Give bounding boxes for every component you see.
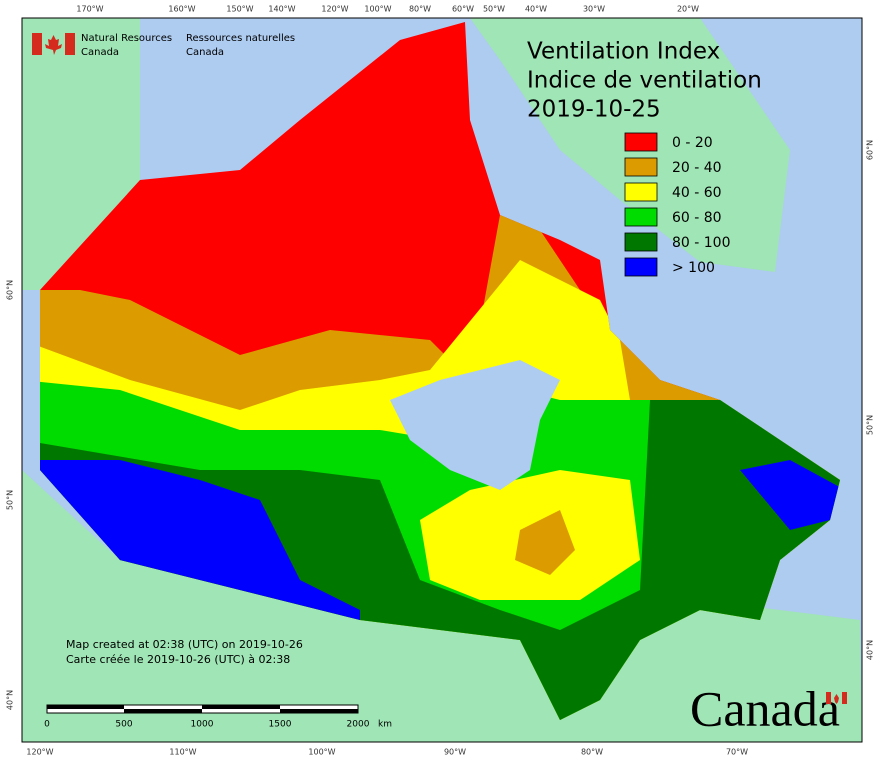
flag-bar	[32, 33, 42, 55]
title: 2019-10-25	[527, 97, 661, 123]
graticule-label: 80°W	[409, 5, 431, 14]
graticule-label: 100°W	[308, 748, 335, 757]
graticule-label: 40°N	[866, 640, 875, 660]
graticule-label: 160°W	[168, 5, 195, 14]
scale-bar-segment	[124, 709, 202, 713]
united-states	[22, 470, 862, 742]
legend-swatch	[624, 182, 658, 202]
zone-20-40-quebec	[515, 510, 575, 575]
graticule-label: 40°N	[6, 690, 15, 710]
graticule-label: 70°W	[726, 748, 748, 757]
graticule-label: 120°W	[321, 5, 348, 14]
title: Ventilation Index	[527, 39, 720, 65]
hudson-bay	[390, 360, 560, 490]
flag-bar	[65, 33, 75, 55]
note: Carte créée le 2019-10-26 (UTC) à 02:38	[66, 653, 290, 666]
graticule-label: 140°W	[268, 5, 295, 14]
scale-label: 1000	[191, 720, 214, 730]
graticule-label: 20°W	[677, 5, 699, 14]
graticule-label: 110°W	[169, 748, 196, 757]
graticule-label: 90°W	[444, 748, 466, 757]
title: Indice de ventilation	[527, 68, 762, 94]
scale-label: 2000	[347, 720, 370, 730]
graticule-label: 60°W	[452, 5, 474, 14]
legend-label: 40 - 60	[672, 185, 722, 201]
logo	[32, 33, 75, 55]
agency-name: Canada	[186, 47, 224, 58]
scale-unit: km	[378, 720, 392, 730]
scale-bar	[46, 704, 359, 714]
agency-name: Natural Resources	[81, 33, 172, 44]
legend-label: 0 - 20	[672, 135, 713, 151]
graticule-label: 60°N	[6, 280, 15, 300]
legend-label: 60 - 80	[672, 210, 722, 226]
graticule-label: 30°W	[583, 5, 605, 14]
legend-label: 20 - 40	[672, 160, 722, 176]
graticule-label: 80°W	[581, 748, 603, 757]
wordmark: Canada	[690, 680, 840, 736]
scale-bar-segment	[47, 705, 124, 709]
graticule-label: 120°W	[26, 748, 53, 757]
legend-label: > 100	[672, 260, 715, 276]
legend-swatch	[624, 207, 658, 227]
graticule-label: 100°W	[364, 5, 391, 14]
flag-bar	[842, 692, 847, 704]
agency-name: Canada	[81, 47, 119, 58]
zone-over-100-east	[740, 460, 840, 530]
scale-label: 500	[115, 720, 132, 730]
flag-leaf	[834, 694, 839, 704]
legend-swatch	[624, 157, 658, 177]
alaska	[22, 18, 140, 290]
graticule-label: 60°N	[866, 140, 875, 160]
graticule-label: 170°W	[76, 5, 103, 14]
scale-bar-segment	[280, 709, 358, 713]
scale-bar-segment	[202, 705, 280, 709]
scale-label: 0	[44, 720, 50, 730]
graticule-label: 50°W	[483, 5, 505, 14]
legend-swatch	[624, 132, 658, 152]
graticule-label: 50°N	[6, 490, 15, 510]
flag-bar	[826, 692, 831, 704]
wordmark-flag	[826, 692, 847, 704]
graticule-label: 150°W	[226, 5, 253, 14]
flag-leaf	[45, 35, 62, 55]
note: Map created at 02:38 (UTC) on 2019-10-26	[66, 638, 303, 651]
agency-name: Ressources naturelles	[186, 33, 295, 44]
graticule-label: 50°N	[866, 415, 875, 435]
legend-label: 80 - 100	[672, 235, 731, 251]
frame	[21, 17, 863, 743]
legend-swatch	[624, 257, 658, 277]
graticule-label: 40°W	[525, 5, 547, 14]
scale-label: 1500	[269, 720, 292, 730]
legend-swatch	[624, 232, 658, 252]
